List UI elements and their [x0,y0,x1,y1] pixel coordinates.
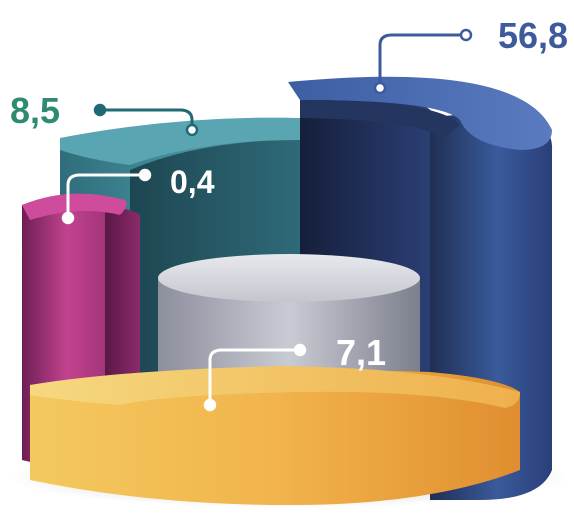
leader-dot [203,398,217,412]
value-label: 7,1 [336,332,386,373]
callout-3: 7,1 [203,332,386,412]
leader-end-dot [293,343,307,357]
leader-end-dot [459,28,473,42]
callout-2: 0,4 [61,164,215,225]
leader-line [378,33,462,88]
leader-line [208,348,295,405]
leader-end-dot [93,103,107,117]
labels-layer: 56,8 8,5 0,4 7,1 [10,15,568,412]
value-label: 0,4 [170,164,215,200]
value-label: 8,5 [10,90,60,131]
leader-line [100,108,194,128]
callout-0: 56,8 [373,15,568,95]
leader-end-dot [138,168,152,182]
value-label: 56,8 [498,15,568,56]
segment-7-1 [30,366,520,505]
leader-dot [373,81,387,95]
leader-line [66,173,140,215]
callout-1: 8,5 [10,90,199,137]
leader-dot [61,211,75,225]
leader-dot [185,123,199,137]
